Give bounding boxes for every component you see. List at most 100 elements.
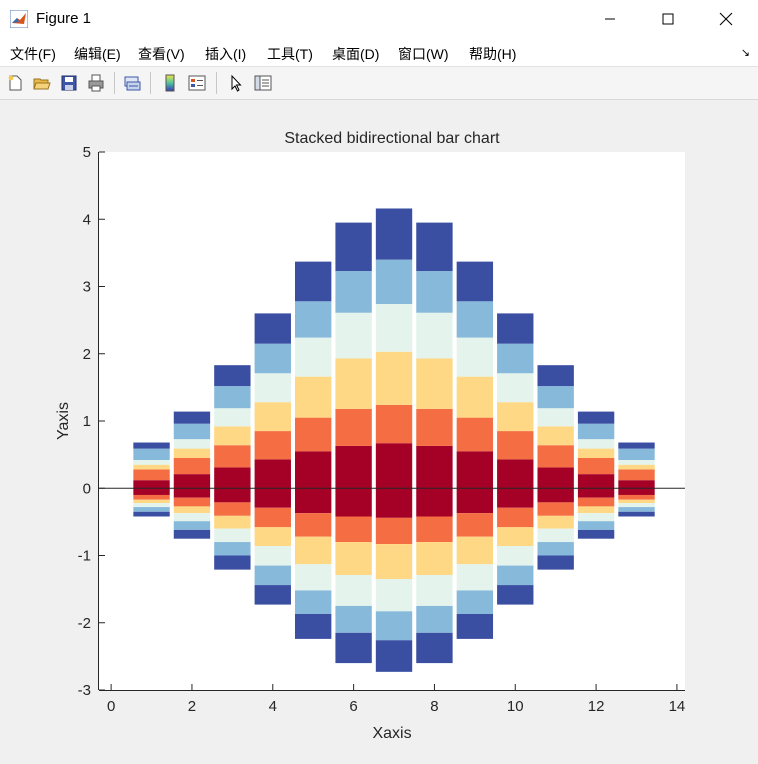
bar-segment-negative	[254, 565, 291, 586]
bar-group	[133, 208, 655, 672]
menu-insert[interactable]: 插入(I)	[205, 46, 247, 62]
bar-segment-negative	[618, 507, 655, 512]
bar-segment-negative	[335, 516, 372, 543]
bar-segment-negative	[173, 529, 211, 539]
menu-tools[interactable]: 工具(T)	[267, 46, 313, 62]
bar-segment-negative	[497, 546, 534, 566]
bar-segment-positive	[618, 442, 655, 449]
bar-segment-positive	[537, 386, 574, 409]
open-file-button[interactable]	[31, 72, 53, 94]
bar-segment-negative	[618, 499, 655, 504]
bar-segment-positive	[335, 222, 372, 272]
bar-segment-positive	[618, 460, 655, 465]
bar-segment-positive	[173, 439, 211, 449]
property-editor-button[interactable]	[252, 72, 274, 94]
menu-edit[interactable]: 编辑(E)	[74, 46, 121, 62]
bar-segment-negative	[537, 528, 574, 543]
bar-segment-positive	[295, 337, 332, 377]
y-tick-label: -2	[78, 615, 91, 632]
bar-segment-positive	[214, 445, 251, 468]
new-figure-icon	[8, 75, 22, 91]
bar-segment-positive	[295, 261, 332, 302]
bar-segment-positive	[214, 365, 251, 387]
bar-segment-negative	[618, 511, 655, 517]
bar-segment-negative	[295, 488, 332, 514]
bar-segment-negative	[214, 502, 251, 516]
bar-segment-negative	[577, 506, 615, 514]
bar-segment-negative	[456, 590, 494, 615]
bar-segment-negative	[577, 513, 615, 522]
bar-segment-negative	[497, 585, 534, 605]
bar-segment-positive	[416, 271, 453, 313]
menu-file[interactable]: 文件(F)	[10, 46, 56, 62]
y-tick-label: 4	[83, 211, 91, 228]
bar-segment-negative	[335, 542, 372, 576]
menu-bar: 文件(F) 编辑(E) 查看(V) 插入(I) 工具(T) 桌面(D) 窗口(W…	[0, 38, 758, 67]
pointer-button[interactable]	[225, 72, 247, 94]
bar-segment-positive	[416, 222, 453, 272]
bar-segment-negative	[254, 488, 291, 508]
bar-segment-positive	[456, 261, 494, 302]
bar-segment-negative	[254, 507, 291, 528]
bar-segment-negative	[133, 511, 170, 517]
menu-desktop[interactable]: 桌面(D)	[332, 46, 380, 62]
bar-segment-positive	[416, 312, 453, 359]
new-figure-button[interactable]	[4, 72, 26, 94]
link-plot-button[interactable]	[121, 72, 143, 94]
bar-segment-positive	[537, 408, 574, 427]
bar-segment-positive	[537, 365, 574, 387]
maximize-icon	[662, 13, 674, 25]
bar-segment-positive	[295, 301, 332, 338]
bar-segment-negative	[456, 564, 494, 591]
bar-segment-negative	[456, 513, 494, 537]
bar-segment-positive	[335, 408, 372, 446]
dock-arrow-icon[interactable]: ↘	[740, 47, 750, 59]
print-icon	[88, 74, 104, 92]
bar-segment-negative	[456, 614, 494, 639]
bar-segment-positive	[456, 376, 494, 418]
bar-segment-negative	[214, 528, 251, 543]
bar-segment-positive	[133, 448, 170, 461]
bar-segment-negative	[295, 513, 332, 537]
bar-segment-negative	[416, 488, 453, 517]
bar-segment-positive	[133, 442, 170, 449]
bar-segment-negative	[577, 488, 615, 498]
bar-segment-negative	[497, 488, 534, 508]
bar-segment-positive	[254, 373, 291, 403]
minimize-icon	[605, 18, 615, 20]
bar-segment-negative	[214, 488, 251, 503]
bar-segment-negative	[133, 503, 170, 508]
bar-segment-positive	[335, 358, 372, 409]
minimize-button[interactable]	[584, 0, 636, 38]
save-button[interactable]	[58, 72, 80, 94]
bar-segment-negative	[416, 542, 453, 576]
bar-segment-negative	[295, 614, 332, 639]
bar-segment-positive	[173, 411, 211, 424]
bar-segment-positive	[416, 445, 453, 489]
y-tick-label: -3	[78, 682, 91, 699]
menu-view[interactable]: 查看(V)	[138, 46, 185, 62]
bar-segment-negative	[335, 605, 372, 633]
maximize-button[interactable]	[642, 0, 694, 38]
bar-segment-positive	[295, 417, 332, 452]
menu-help[interactable]: 帮助(H)	[469, 46, 517, 62]
legend-button[interactable]	[186, 72, 208, 94]
bar-segment-negative	[173, 521, 211, 530]
colorbar-button[interactable]	[159, 72, 181, 94]
chart-title: Stacked bidirectional bar chart	[284, 130, 500, 147]
property-editor-icon	[254, 75, 272, 91]
bar-segment-negative	[537, 555, 574, 570]
matlab-logo-icon	[10, 10, 28, 28]
bar-segment-negative	[335, 488, 372, 517]
menu-window[interactable]: 窗口(W)	[398, 46, 449, 62]
title-bar: Figure 1	[0, 0, 758, 38]
bar-segment-negative	[335, 632, 372, 664]
bar-segment-positive	[456, 301, 494, 338]
close-button[interactable]	[700, 0, 752, 38]
bar-segment-positive	[577, 474, 615, 489]
bar-segment-negative	[214, 555, 251, 570]
print-button[interactable]	[85, 72, 107, 94]
bar-segment-positive	[456, 337, 494, 377]
bar-segment-positive	[577, 439, 615, 449]
